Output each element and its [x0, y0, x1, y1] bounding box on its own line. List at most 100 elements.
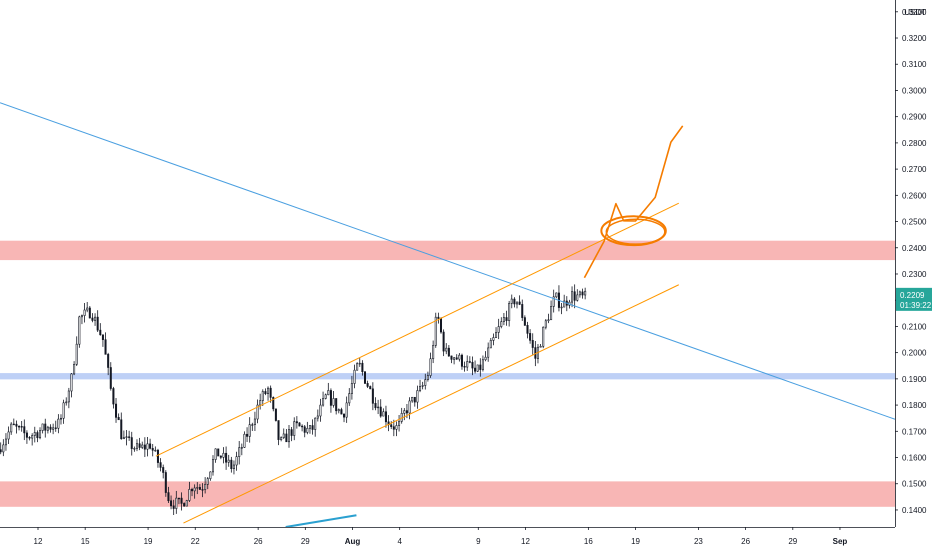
candle	[164, 472, 167, 493]
price-tick-label: 0.1400	[902, 506, 927, 515]
candle	[484, 356, 487, 361]
candle	[398, 421, 401, 426]
candle	[91, 317, 94, 321]
candle	[149, 443, 152, 449]
candle	[371, 388, 374, 404]
candle	[251, 424, 254, 426]
candle	[468, 361, 471, 363]
candle	[227, 459, 230, 463]
drawings-layer	[0, 102, 896, 528]
candle	[455, 357, 458, 360]
candle	[141, 444, 144, 448]
candle	[138, 443, 141, 448]
price-axis-background	[895, 0, 932, 550]
candle	[432, 345, 435, 360]
candle	[285, 433, 288, 443]
candle	[146, 443, 149, 450]
candle	[379, 406, 382, 417]
candle	[101, 334, 104, 340]
candle	[167, 492, 170, 502]
candle	[311, 425, 314, 430]
candle	[529, 333, 532, 341]
candle	[450, 355, 453, 360]
candle	[112, 388, 115, 405]
candle	[104, 339, 107, 355]
candle	[458, 354, 461, 360]
price-tick-label: 0.2100	[902, 322, 927, 331]
candle	[122, 437, 125, 440]
candle	[70, 373, 73, 392]
candle	[12, 423, 15, 426]
candle	[578, 291, 581, 296]
candle	[209, 471, 212, 479]
candle	[96, 316, 99, 331]
candle	[44, 423, 47, 431]
candle	[424, 379, 427, 386]
candle	[471, 361, 474, 369]
candle	[154, 449, 157, 452]
candle	[571, 291, 574, 303]
candle	[345, 402, 348, 418]
candle	[211, 459, 215, 473]
price-tick-label: 0.2800	[902, 139, 927, 148]
candle	[350, 383, 353, 394]
candle	[301, 425, 304, 428]
support-zone	[0, 373, 895, 380]
candle	[479, 364, 482, 370]
candle	[243, 433, 246, 448]
candle	[198, 487, 201, 490]
candle	[80, 315, 83, 318]
candle	[0, 449, 2, 453]
candle	[523, 317, 526, 326]
candle	[445, 347, 448, 352]
candle	[54, 427, 57, 429]
candle	[10, 423, 13, 433]
candle	[439, 318, 443, 333]
candle	[240, 447, 243, 449]
candle	[348, 393, 351, 404]
price-tick-label: 0.2900	[902, 113, 927, 122]
time-tick-label: 15	[81, 537, 90, 546]
candle	[177, 497, 180, 500]
candle	[526, 325, 529, 334]
candle	[500, 321, 503, 327]
candle	[7, 431, 10, 440]
candle	[117, 417, 120, 421]
candle	[552, 296, 555, 307]
candle	[31, 435, 34, 439]
candle	[214, 448, 217, 460]
candle	[413, 396, 416, 403]
candle	[193, 487, 196, 492]
candle	[36, 432, 39, 439]
candle	[191, 489, 194, 492]
candle	[513, 298, 516, 305]
candle	[222, 452, 225, 458]
price-tick-label: 0.1800	[902, 401, 927, 410]
time-tick-label: 16	[584, 537, 593, 546]
candle	[487, 347, 490, 358]
candle	[86, 307, 89, 311]
candle	[235, 456, 238, 466]
candle	[2, 444, 5, 453]
candle	[201, 489, 204, 491]
time-axis[interactable]: 12 15 19 22 26 29 Aug 4 9 12 16 19 23 26 29 Sep	[0, 527, 895, 550]
candle	[73, 363, 76, 375]
candle	[539, 345, 542, 348]
candle	[353, 369, 356, 384]
price-tick-label: 0.2500	[902, 218, 927, 227]
candle	[329, 390, 332, 406]
candle	[573, 291, 576, 301]
candle	[460, 354, 463, 367]
candle	[489, 340, 492, 349]
candle	[335, 398, 338, 412]
time-tick-label: Sep	[833, 537, 848, 546]
price-tick-label: 0.3000	[902, 86, 927, 95]
candle	[466, 361, 469, 368]
candle	[547, 319, 550, 322]
candle	[280, 437, 283, 440]
current-price-countdown: 01:39:22	[900, 301, 932, 310]
candle	[555, 292, 558, 298]
